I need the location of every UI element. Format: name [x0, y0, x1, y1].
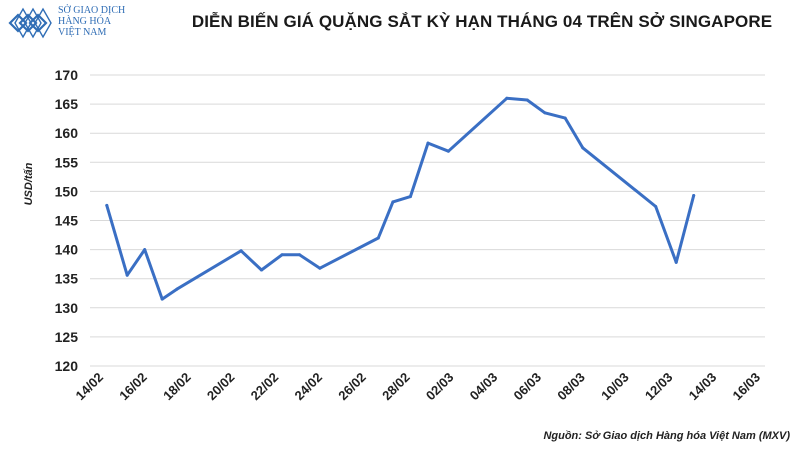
- x-tick-label: 20/02: [204, 370, 238, 404]
- data-point: [446, 149, 450, 153]
- series-group: [105, 96, 696, 301]
- mxv-logo: SỞ GIAO DỊCH HÀNG HÓA VIỆT NAM: [6, 4, 166, 44]
- data-point: [391, 200, 395, 204]
- data-point: [581, 146, 585, 150]
- data-point: [260, 268, 263, 272]
- source-note: Nguồn: Sở Giao dịch Hàng hóa Việt Nam (M…: [543, 430, 790, 442]
- data-point: [239, 249, 243, 253]
- data-point: [298, 253, 301, 257]
- chart-title: DIỄN BIẾN GIÁ QUẶNG SẮT KỲ HẠN THÁNG 04 …: [191, 12, 773, 31]
- data-point: [426, 141, 430, 145]
- data-point: [674, 260, 678, 264]
- data-point: [175, 287, 179, 291]
- data-point: [505, 96, 509, 100]
- gridlines: [90, 74, 765, 367]
- series-line: [105, 96, 696, 301]
- x-tick-label: 16/03: [730, 370, 764, 404]
- data-point: [525, 98, 529, 102]
- x-tick-label: 24/02: [292, 370, 326, 404]
- x-tick-label: 06/03: [511, 370, 545, 404]
- data-point: [143, 248, 147, 252]
- y-axis-ticks: 120 125 130 135 140 145 150 155 160 165 170: [55, 67, 79, 374]
- x-tick-label: 22/02: [248, 370, 282, 404]
- data-point: [654, 205, 658, 208]
- y-tick-label: 120: [55, 358, 79, 374]
- y-tick-label: 145: [55, 213, 79, 229]
- x-axis-ticks: 14/02 16/02 18/02 20/02 22/02 24/02 26/02 28/02…: [73, 370, 764, 404]
- x-tick-label: 26/02: [335, 370, 369, 404]
- data-point: [280, 253, 284, 257]
- x-tick-label: 14/02: [73, 370, 107, 404]
- x-tick-label: 18/02: [160, 370, 194, 404]
- logo-line-2: HÀNG HÓA: [58, 16, 112, 27]
- data-point: [376, 236, 380, 240]
- y-tick-label: 135: [55, 271, 79, 287]
- data-point: [692, 194, 696, 197]
- x-tick-label: 12/03: [642, 370, 676, 404]
- x-tick-label: 08/03: [554, 370, 588, 404]
- y-tick-label: 140: [55, 242, 79, 258]
- data-point: [408, 195, 412, 199]
- y-tick-label: 130: [55, 300, 79, 316]
- x-tick-label: 28/02: [379, 370, 413, 404]
- data-point: [563, 116, 567, 120]
- y-tick-label: 155: [55, 154, 79, 170]
- y-tick-label: 125: [55, 329, 79, 345]
- diamond-pattern-logo-icon: [8, 7, 52, 39]
- x-tick-label: 10/03: [598, 370, 632, 404]
- data-point: [125, 273, 129, 277]
- x-tick-label: 04/03: [467, 370, 501, 404]
- data-point: [105, 203, 109, 207]
- y-tick-label: 150: [55, 183, 79, 199]
- y-tick-label: 160: [55, 125, 79, 141]
- x-tick-label: 02/03: [423, 370, 457, 404]
- data-point: [318, 266, 322, 270]
- y-axis-label: USD/tấn: [23, 162, 35, 206]
- logo-text: SỞ GIAO DỊCH HÀNG HÓA VIỆT NAM: [58, 5, 125, 38]
- y-tick-label: 170: [55, 67, 79, 83]
- data-point: [160, 297, 164, 301]
- x-tick-label: 14/03: [686, 370, 720, 404]
- data-point: [543, 111, 547, 115]
- y-tick-label: 165: [55, 96, 79, 112]
- logo-line-1: SỞ GIAO DỊCH: [58, 5, 126, 16]
- logo-line-3: VIỆT NAM: [58, 27, 107, 38]
- x-tick-label: 16/02: [116, 370, 150, 404]
